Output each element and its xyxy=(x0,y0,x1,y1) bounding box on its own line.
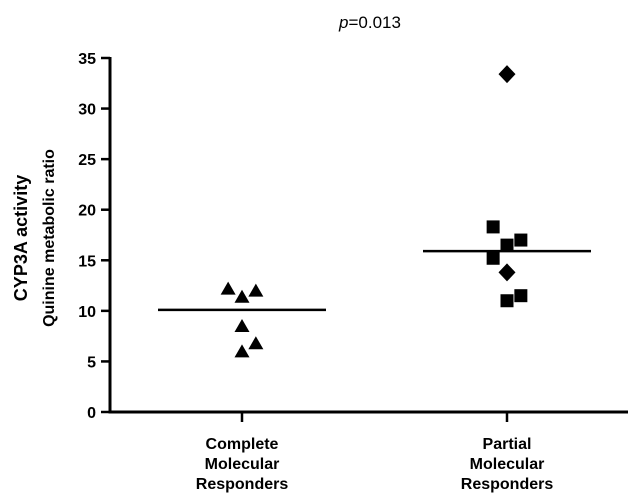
y-tick-label: 5 xyxy=(87,354,96,371)
x-category-label: Molecular xyxy=(470,456,545,473)
y-tick-label: 15 xyxy=(78,253,96,270)
x-category-label: Complete xyxy=(206,436,279,453)
x-category-label: Molecular xyxy=(205,456,280,473)
data-point-square xyxy=(514,233,528,247)
y-axis-title-line1: CYP3A activity xyxy=(11,175,31,301)
p-value-rest: =0.013 xyxy=(348,13,400,32)
data-point-square xyxy=(486,220,500,234)
x-category-label: Partial xyxy=(483,436,532,453)
data-point-square xyxy=(486,251,500,265)
y-tick-label: 25 xyxy=(78,152,96,169)
data-point-triangle xyxy=(234,289,250,303)
data-point-triangle xyxy=(234,319,250,333)
data-point-diamond xyxy=(498,65,516,84)
y-tick-label: 0 xyxy=(87,405,96,422)
data-point-triangle xyxy=(248,283,264,297)
p-value-annotation: p=0.013 xyxy=(338,13,401,32)
y-tick-label: 30 xyxy=(78,102,96,119)
y-tick-label: 20 xyxy=(78,203,96,220)
data-point-triangle xyxy=(220,281,236,295)
p-value-italic: p xyxy=(338,13,348,32)
y-tick-label: 35 xyxy=(78,51,96,68)
data-point-triangle xyxy=(248,336,264,350)
x-category-label: Responders xyxy=(461,476,554,493)
data-marks xyxy=(158,65,591,358)
x-category-label: Responders xyxy=(196,476,289,493)
data-point-square xyxy=(514,289,528,303)
data-point-diamond xyxy=(498,263,516,282)
data-point-square xyxy=(500,238,514,252)
data-point-square xyxy=(500,294,514,308)
y-tick-label: 10 xyxy=(78,304,96,321)
axes: 0 5 10 15 20 25 30 35 Complete Molecular Responder… xyxy=(78,51,628,493)
y-axis-title-line2: Quinine metabolic ratio xyxy=(41,149,58,327)
data-point-triangle xyxy=(234,344,250,358)
